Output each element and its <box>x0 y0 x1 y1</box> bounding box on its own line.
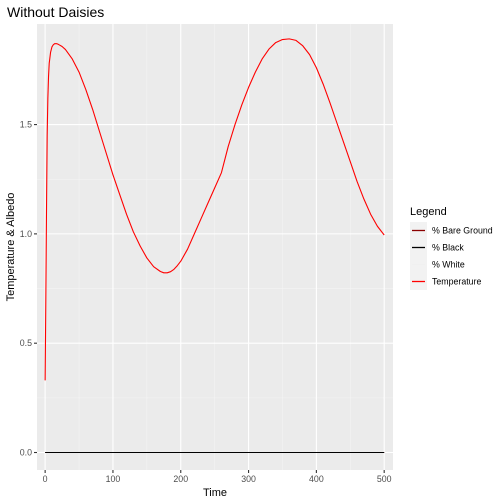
legend-label-temperature: Temperature <box>432 277 481 287</box>
y-axis-ticks: 0.0 0.5 1.0 1.5 <box>20 120 37 458</box>
chart-title: Without Daisies <box>7 4 104 20</box>
y-tick-label: 0.0 <box>20 448 32 458</box>
x-tick-label: 200 <box>173 474 188 484</box>
grid-minor <box>37 24 393 470</box>
series-layer <box>44 38 385 454</box>
x-tick-label: 500 <box>377 474 392 484</box>
legend-label-black: % Black <box>432 243 464 253</box>
legend-title: Legend <box>410 206 447 218</box>
x-axis-ticks: 0 100 200 300 400 500 <box>43 470 392 484</box>
legend-entries: % Bare Ground % Black % White Temperature <box>410 222 493 290</box>
legend-label-white: % White <box>432 260 465 270</box>
y-tick-label: 1.0 <box>20 229 32 239</box>
x-axis-title: Time <box>203 487 227 499</box>
x-tick-label: 400 <box>309 474 324 484</box>
x-tick-label: 100 <box>106 474 121 484</box>
x-tick-label: 300 <box>241 474 256 484</box>
legend-label-bare-ground: % Bare Ground <box>432 226 493 236</box>
series-line-temperature <box>44 38 385 381</box>
y-axis-title: Temperature & Albedo <box>5 193 17 302</box>
y-tick-label: 0.5 <box>20 338 32 348</box>
plot-panel <box>37 24 393 470</box>
y-tick-label: 1.5 <box>20 120 32 130</box>
legend: Legend % Bare Ground % Black % White Temper… <box>410 206 493 290</box>
x-tick-label: 0 <box>43 474 48 484</box>
grid-major <box>37 24 393 470</box>
